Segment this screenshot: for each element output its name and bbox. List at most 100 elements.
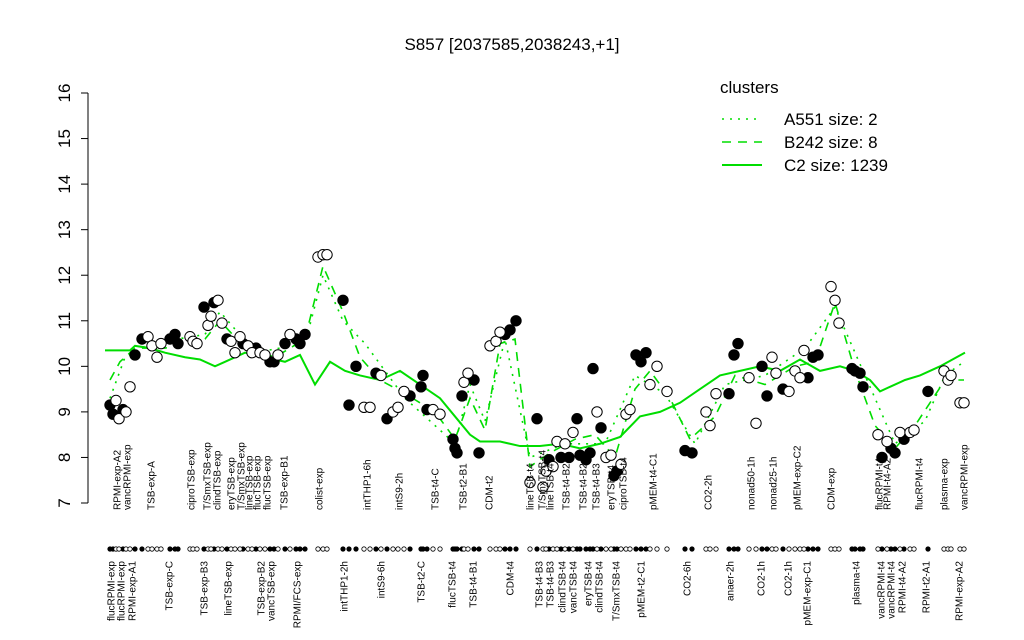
sample-dot xyxy=(726,546,732,552)
point xyxy=(559,438,571,450)
category-label: flucTSB-exp xyxy=(253,455,264,510)
category-label: vancRPMI-t4 xyxy=(887,561,898,619)
point xyxy=(120,406,132,418)
sample-dot xyxy=(315,546,321,552)
category-label: eryTSB-t4 xyxy=(607,465,618,510)
point xyxy=(494,326,506,338)
sample-dot xyxy=(395,546,401,552)
sample-dot xyxy=(237,546,243,552)
sample-dot xyxy=(476,546,482,552)
point xyxy=(451,447,463,459)
point xyxy=(894,426,906,439)
sample-dot xyxy=(554,546,560,552)
point xyxy=(829,294,841,306)
sample-dot xyxy=(594,546,600,552)
sample-dot xyxy=(664,546,670,552)
sample-dot xyxy=(836,546,842,552)
category-label: TSB-exp-B3 xyxy=(200,561,211,616)
category-label: pMEM-exp-C2 xyxy=(793,445,804,510)
sample-dot xyxy=(149,546,155,552)
point xyxy=(191,337,203,350)
point xyxy=(129,349,141,361)
category-label: CO2-1h xyxy=(757,561,768,596)
sample-dot xyxy=(297,546,303,552)
category-label: eryTSB-exp xyxy=(227,457,238,510)
sample-dot xyxy=(324,546,330,552)
point xyxy=(205,310,217,322)
category-label: RPMI-t4-A2 xyxy=(883,457,894,510)
sample-dot xyxy=(282,546,288,552)
y-tick-label: 8 xyxy=(55,453,74,462)
sample-dot xyxy=(713,546,719,552)
y-tick-label: 12 xyxy=(55,266,74,285)
sample-dot xyxy=(167,546,173,552)
point xyxy=(825,280,837,293)
sample-dot xyxy=(287,546,293,552)
sample-dot xyxy=(249,546,255,552)
point xyxy=(761,390,773,402)
sample-dot xyxy=(353,546,359,552)
sample-dot xyxy=(407,546,413,552)
sample-dot xyxy=(764,546,770,552)
point xyxy=(605,449,617,461)
category-label: T/SmxTSB-exp xyxy=(237,442,248,510)
point xyxy=(279,337,291,350)
sample-dot xyxy=(507,546,513,552)
point xyxy=(216,317,228,329)
point xyxy=(766,351,778,363)
legend-label: C2 size: 1239 xyxy=(784,156,888,175)
point xyxy=(794,372,806,384)
point xyxy=(510,315,522,327)
category-label: plasma-t4 xyxy=(852,561,863,605)
category-label: lineTSB-exp xyxy=(245,455,256,510)
point xyxy=(700,406,712,418)
sample-dot xyxy=(884,546,890,552)
point xyxy=(567,426,579,439)
point xyxy=(294,337,306,350)
point xyxy=(686,447,698,459)
y-tick-label: 11 xyxy=(55,312,74,330)
sample-dot xyxy=(892,546,898,552)
point xyxy=(151,351,163,363)
point xyxy=(284,328,296,341)
sample-dot xyxy=(773,546,779,552)
y-tick-label: 10 xyxy=(55,357,74,376)
category-label: intTHP1-2h xyxy=(340,561,351,612)
category-label: lineTSB-t4 xyxy=(546,463,557,510)
category-label: flucRPMI-t4 xyxy=(915,457,926,510)
y-tick-label: 13 xyxy=(55,220,74,239)
point xyxy=(812,349,824,361)
category-label: vancTSB-exp xyxy=(267,561,278,621)
category-label: CDM-exp xyxy=(827,467,838,510)
category-label: vancTSB-t4 xyxy=(569,561,580,614)
category-label: TSB-t4-B3 xyxy=(546,561,557,608)
sample-dot xyxy=(746,546,752,552)
category-label: CO2-6h xyxy=(683,561,694,596)
category-label: clindTSB-exp xyxy=(213,450,224,510)
category-label: colist-exp xyxy=(315,467,326,510)
point xyxy=(945,369,957,382)
point xyxy=(337,294,349,306)
category-label: TSB-exp-C xyxy=(165,561,176,610)
sample-dot xyxy=(753,546,759,552)
sample-dot xyxy=(132,546,138,552)
point xyxy=(635,356,647,368)
point xyxy=(833,317,845,329)
point xyxy=(704,419,716,432)
category-label: TSB-exp-B2 xyxy=(257,561,268,616)
y-tick-label: 15 xyxy=(55,129,74,148)
sample-dot xyxy=(430,546,436,552)
category-label: TSB-t4-B1 xyxy=(469,561,480,608)
point xyxy=(398,385,410,398)
point xyxy=(783,385,795,398)
point xyxy=(350,360,362,373)
point xyxy=(537,481,549,493)
point xyxy=(723,387,735,400)
sample-dot xyxy=(860,546,866,552)
category-label: flucTSB-exp xyxy=(263,455,274,510)
point xyxy=(417,369,429,382)
category-label: clindTSB-t4 xyxy=(595,561,606,613)
point xyxy=(229,346,241,359)
sample-dot xyxy=(465,546,471,552)
point xyxy=(531,413,543,425)
